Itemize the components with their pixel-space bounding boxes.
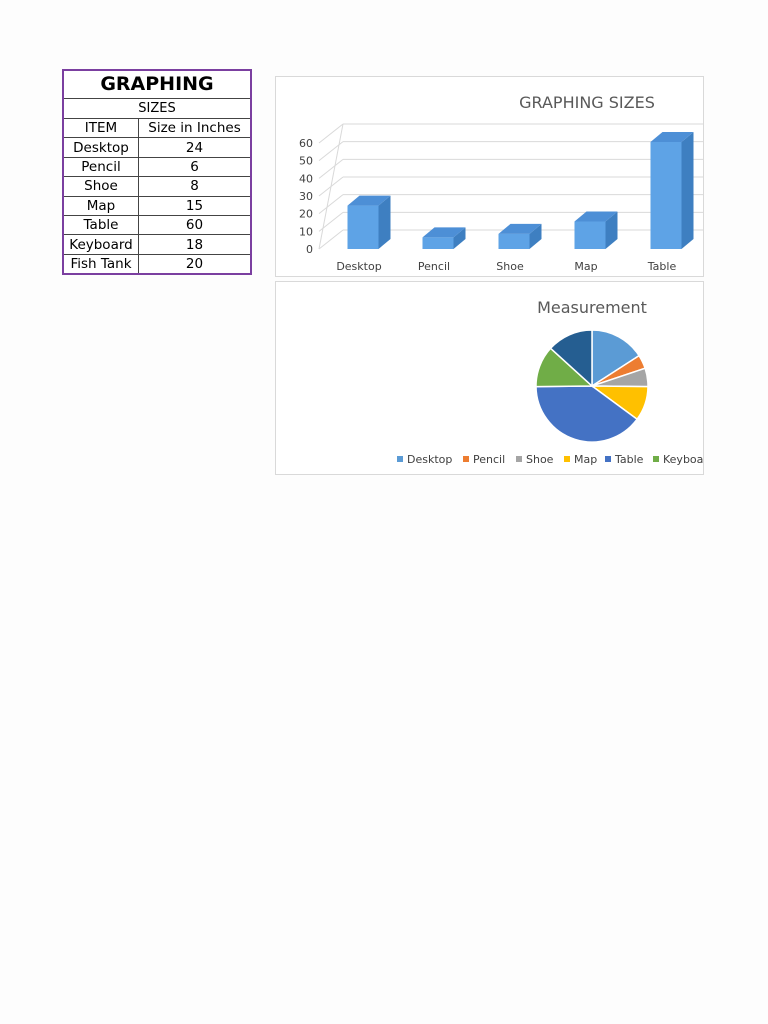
table-row: Shoe 8: [64, 176, 250, 197]
legend-label: Shoe: [526, 453, 554, 466]
size-cell: 18: [138, 234, 250, 255]
size-cell: 15: [138, 195, 250, 216]
size-cell: 8: [138, 176, 250, 197]
bar-side: [378, 195, 391, 249]
item-cell: Fish Tank: [64, 253, 139, 274]
legend-label: Map: [574, 453, 597, 466]
pie-slice-table: [535, 385, 639, 443]
bar-top: [498, 223, 542, 234]
size-cell: 24: [138, 137, 250, 158]
y-tick-label: 0: [306, 243, 313, 256]
y-tick-label: 60: [299, 137, 313, 150]
pie-chart-svg: Measurement Desktop Pencil Shoe Map Table Key…: [397, 298, 703, 466]
pie-slice-desktop: [591, 329, 641, 388]
bar-map: [574, 221, 606, 249]
legend-swatch: [653, 456, 659, 462]
x-tick-label: Desktop: [336, 260, 381, 273]
bar-side: [605, 211, 618, 249]
bar-chart-svg: GRAPHING SIZES 0 10 20 30 40 50 60 Desktop Penci…: [299, 93, 703, 273]
size-cell: 20: [138, 253, 250, 274]
bar-top: [347, 195, 391, 206]
legend-label: Table: [614, 453, 644, 466]
legend-label: Keyboa: [663, 453, 703, 466]
table-title: GRAPHING: [64, 71, 250, 99]
item-cell: Shoe: [64, 176, 139, 197]
bar-side: [529, 223, 542, 249]
bar-pencil: [422, 237, 454, 249]
table-row: Table 60: [64, 214, 250, 235]
item-cell: Map: [64, 195, 139, 216]
bar-desktop: [347, 205, 379, 249]
gridline-diagonal: [318, 194, 344, 215]
x-tick-label: Table: [647, 260, 677, 273]
table-subtitle: SIZES: [64, 99, 250, 119]
bar-shoe: [498, 233, 530, 249]
pie-chart[interactable]: Measurement Desktop Pencil Shoe Map Table Key…: [275, 281, 704, 475]
table-row: Desktop 24: [64, 137, 250, 158]
header-size: Size in Inches: [148, 120, 241, 137]
table-row: Keyboard 18: [64, 234, 250, 255]
legend-swatch: [605, 456, 611, 462]
bar-top: [574, 211, 618, 222]
legend-swatch: [564, 456, 570, 462]
bar-table: [650, 142, 682, 249]
gridline-diagonal: [318, 158, 344, 179]
table-header-row: ITEM Size in Inches: [64, 119, 250, 138]
y-tick-label: 10: [299, 225, 313, 238]
gridline-diagonal: [318, 123, 344, 144]
x-tick-label: Shoe: [496, 260, 524, 273]
y-tick-label: 20: [299, 208, 313, 221]
pie-chart-title: Measurement: [537, 298, 647, 317]
bar-top: [422, 227, 466, 238]
bar-chart-title: GRAPHING SIZES: [519, 93, 655, 112]
table-row: Fish Tank 20: [64, 253, 250, 274]
bar-side: [453, 227, 466, 249]
gridline-diagonal: [318, 211, 344, 232]
y-tick-label: 50: [299, 155, 313, 168]
gridline-diagonal: [318, 229, 344, 250]
pie-slice-fish-tank: [549, 329, 593, 388]
legend-label: Desktop: [407, 453, 452, 466]
size-cell: 6: [138, 156, 250, 177]
legend-swatch: [516, 456, 522, 462]
item-cell: Keyboard: [64, 234, 139, 255]
y-tick-label: 30: [299, 190, 313, 203]
y-tick-label: 40: [299, 172, 313, 185]
item-cell: Desktop: [64, 137, 139, 158]
item-cell: Table: [64, 214, 139, 235]
legend-swatch: [463, 456, 469, 462]
x-tick-label: Pencil: [418, 260, 450, 273]
data-table: GRAPHING SIZES ITEM Size in Inches Deskt…: [62, 69, 252, 276]
sizes-table: ITEM Size in Inches Desktop 24 Pencil 6 …: [64, 119, 250, 274]
table-row: Pencil 6: [64, 156, 250, 177]
item-cell: Pencil: [64, 156, 139, 177]
bar-chart[interactable]: GRAPHING SIZES 0 10 20 30 40 50 60 Desktop Penci…: [275, 76, 704, 277]
size-cell: 60: [138, 214, 250, 235]
legend-swatch: [397, 456, 403, 462]
gridline-diagonal: [318, 141, 344, 162]
gridline-diagonal: [318, 176, 344, 197]
legend-label: Pencil: [473, 453, 505, 466]
table-row: Map 15: [64, 195, 250, 216]
bar-side: [681, 132, 694, 249]
bar-top: [650, 132, 694, 142]
header-item: ITEM: [64, 119, 139, 138]
x-tick-label: Map: [574, 260, 597, 273]
